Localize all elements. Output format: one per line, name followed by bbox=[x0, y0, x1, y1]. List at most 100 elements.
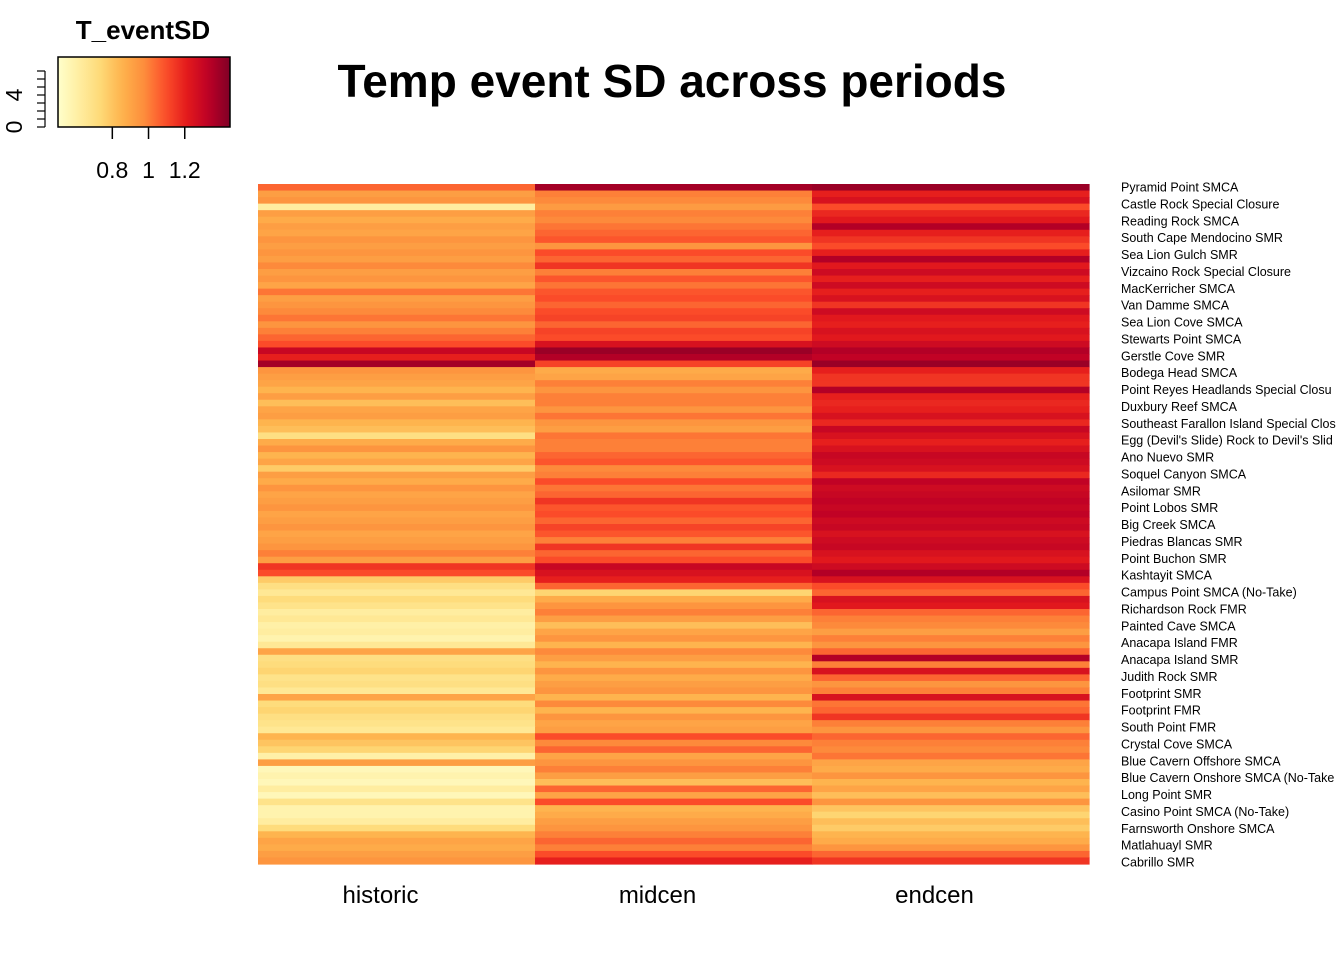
heatmap-cell bbox=[535, 609, 813, 617]
heatmap-cell bbox=[258, 739, 536, 747]
heatmap-cell bbox=[812, 203, 1090, 211]
heatmap-cell bbox=[535, 589, 813, 597]
heatmap-cell bbox=[812, 563, 1090, 571]
heatmap-cell bbox=[812, 484, 1090, 492]
heatmap-cell bbox=[535, 576, 813, 584]
heatmap-cell bbox=[812, 439, 1090, 447]
heatmap-cell bbox=[812, 850, 1090, 859]
heatmap-cell bbox=[258, 288, 536, 296]
heatmap-cell bbox=[535, 432, 813, 440]
heatmap-cell bbox=[258, 399, 536, 407]
heatmap-cell bbox=[258, 236, 536, 244]
heatmap-cell bbox=[535, 694, 813, 702]
heatmap-cell bbox=[258, 818, 536, 826]
heatmap-cell bbox=[812, 700, 1090, 708]
heatmap-cell bbox=[812, 347, 1090, 355]
heatmap-cell bbox=[258, 340, 536, 349]
heatmap-cell bbox=[812, 301, 1090, 309]
row-label: Cabrillo SMR bbox=[1121, 856, 1195, 870]
heatmap-cell bbox=[812, 798, 1090, 806]
heatmap-cell bbox=[812, 674, 1090, 682]
heatmap-cell bbox=[535, 733, 813, 741]
heatmap-cell bbox=[535, 347, 813, 355]
heatmap-cell bbox=[535, 654, 813, 662]
heatmap-cell bbox=[258, 295, 536, 303]
heatmap-cell bbox=[812, 367, 1090, 375]
heatmap-cell bbox=[258, 661, 536, 669]
heatmap-cell bbox=[812, 857, 1090, 865]
heatmap-cell bbox=[812, 295, 1090, 303]
heatmap-cell bbox=[258, 406, 536, 414]
row-label: Point Lobos SMR bbox=[1121, 501, 1218, 515]
color-key-tick-label: 0.8 bbox=[96, 157, 128, 183]
heatmap-cell bbox=[812, 622, 1090, 630]
heatmap-cell bbox=[812, 550, 1090, 558]
heatmap-cell bbox=[812, 720, 1090, 728]
heatmap-cell bbox=[258, 563, 536, 571]
heatmap-cell bbox=[812, 556, 1090, 564]
heatmap-cell bbox=[812, 517, 1090, 525]
heatmap-cell bbox=[258, 765, 536, 774]
heatmap-cell bbox=[812, 602, 1090, 610]
heatmap-cell bbox=[812, 190, 1090, 198]
heatmap-cell bbox=[258, 556, 536, 564]
heatmap-cell bbox=[258, 582, 536, 590]
heatmap-cell bbox=[258, 458, 536, 466]
heatmap-cell bbox=[258, 537, 536, 545]
heatmap-cell bbox=[812, 726, 1090, 734]
heatmap-cell bbox=[258, 203, 536, 211]
row-label: Vizcaino Rock Special Closure bbox=[1121, 265, 1291, 279]
heatmap-cell bbox=[812, 713, 1090, 721]
heatmap-cell bbox=[812, 648, 1090, 656]
heatmap-cell bbox=[812, 831, 1090, 839]
heatmap-cell bbox=[535, 543, 813, 551]
heatmap-cell bbox=[258, 504, 536, 512]
heatmap-cell bbox=[812, 569, 1090, 577]
heatmap-cell bbox=[258, 262, 536, 270]
heatmap-cell bbox=[812, 373, 1090, 381]
row-label: Painted Cave SMCA bbox=[1121, 619, 1236, 633]
heatmap-cell bbox=[258, 543, 536, 551]
heatmap-cell bbox=[535, 386, 813, 394]
heatmap-cell bbox=[535, 373, 813, 381]
heatmap-cell bbox=[812, 667, 1090, 675]
row-labels: Pyramid Point SMCA Castle Rock Special Cl… bbox=[1121, 181, 1336, 870]
heatmap-cell bbox=[535, 687, 813, 695]
color-key-bar bbox=[57, 56, 231, 128]
heatmap-cell bbox=[258, 334, 536, 342]
heatmap-cell bbox=[535, 491, 813, 499]
row-label: Reading Rock SMCA bbox=[1121, 214, 1240, 228]
heatmap-cell bbox=[812, 628, 1090, 636]
chart-title: Temp event SD across periods bbox=[338, 55, 1007, 107]
heatmap-cell bbox=[812, 707, 1090, 715]
heatmap-cell bbox=[812, 765, 1090, 774]
heatmap-cell bbox=[535, 497, 813, 505]
heatmap-cell bbox=[535, 393, 813, 401]
heatmap-cell bbox=[258, 792, 536, 800]
heatmap-cell bbox=[258, 700, 536, 708]
heatmap-cell bbox=[258, 726, 536, 734]
color-key-title: T_eventSD bbox=[76, 15, 210, 45]
heatmap-cell bbox=[535, 746, 813, 754]
heatmap-cell bbox=[535, 275, 813, 283]
heatmap-cell bbox=[258, 321, 536, 329]
heatmap-cell bbox=[535, 465, 813, 473]
heatmap-cell bbox=[258, 785, 536, 793]
heatmap-cell bbox=[535, 641, 813, 649]
heatmap-cell bbox=[258, 733, 536, 741]
row-label: Campus Point SMCA (No-Take) bbox=[1121, 586, 1297, 600]
heatmap-cell bbox=[535, 504, 813, 512]
heatmap-cell bbox=[535, 661, 813, 669]
row-label: Point Reyes Headlands Special Closu bbox=[1121, 383, 1332, 397]
heatmap-cell bbox=[812, 229, 1090, 237]
heatmap-cell bbox=[812, 811, 1090, 819]
heatmap-cell bbox=[535, 439, 813, 447]
heatmap-cell bbox=[258, 249, 536, 257]
row-label: Richardson Rock FMR bbox=[1121, 602, 1247, 616]
heatmap-cell bbox=[258, 641, 536, 649]
heatmap-cell bbox=[812, 772, 1090, 780]
heatmap-cell bbox=[258, 805, 536, 813]
heatmap-cell bbox=[258, 216, 536, 224]
heatmap-cell bbox=[535, 792, 813, 800]
row-label: Farnsworth Onshore SMCA bbox=[1121, 822, 1275, 836]
